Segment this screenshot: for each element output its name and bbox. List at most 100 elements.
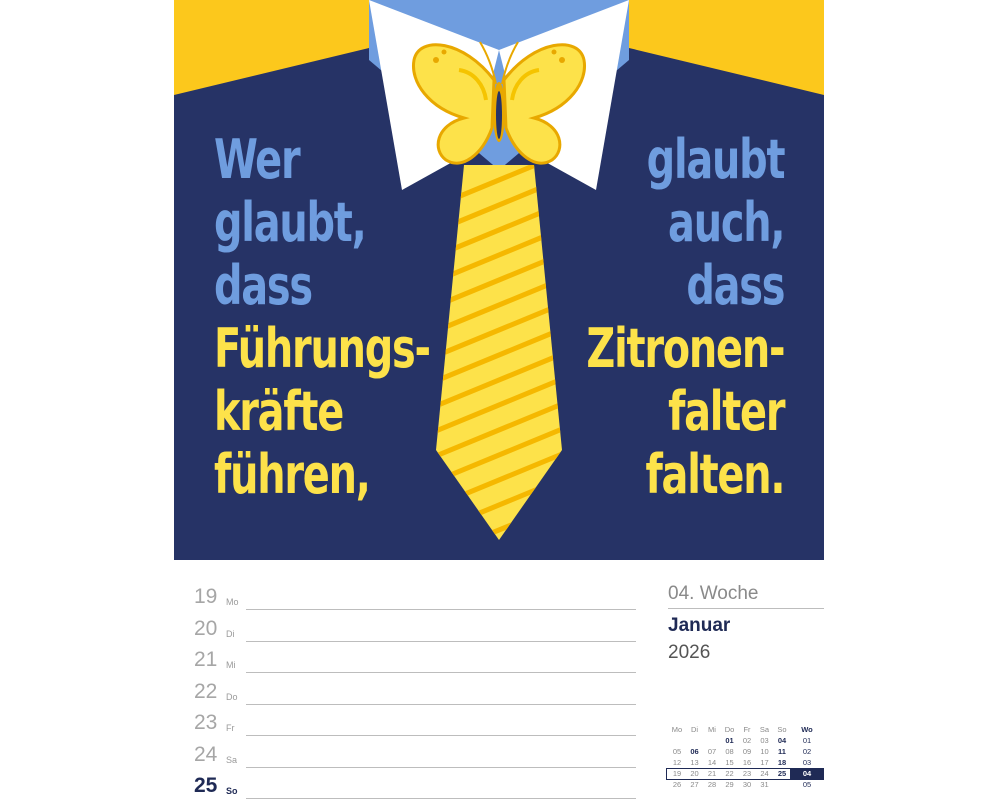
mini-calendar-day: 21 [707,769,717,778]
mini-calendar-day: 01 [725,736,734,745]
quote-left-line: Wer [214,128,301,191]
quote-right-line: Zitronen- [586,317,785,380]
quote-left-line: Führungs- [214,317,431,380]
quote-illustration: Wer glaubt, dass Führungs-kräfte führen, gla… [174,0,824,560]
day-abbreviation: Mo [226,597,239,607]
day-abbreviation: Mi [226,660,236,670]
mini-calendar-weekday: Mo [671,725,683,734]
day-number: 24 [194,742,218,766]
quote-right-line: falter [667,380,785,443]
mini-calendar-day: 07 [707,747,717,756]
quote-left-line: führen, [214,443,371,506]
mini-calendar-weekday: Wo [801,725,813,734]
mini-calendar-day: 23 [742,769,752,778]
mini-calendar-day: 29 [725,780,734,789]
mini-calendar-day: 16 [742,758,752,767]
quote-left-line: kräfte [214,380,344,443]
day-row[interactable]: 23 Fr [194,705,636,736]
mini-calendar-day: 12 [672,758,682,767]
quote-right-line: auch, [667,191,785,254]
mini-calendar-header: Mo Di Mi Do Fr Sa So Wo [668,725,824,736]
day-row[interactable]: 24 Sa [194,737,636,768]
right-shoulder [629,0,824,95]
day-abbreviation: So [226,786,238,796]
mini-calendar-weekday: Fr [743,725,751,734]
mini-calendar-day: 24 [760,769,769,778]
quote-right-column: glaubt auch, dass Zitronen-falter falten. [586,128,785,506]
day-abbreviation: Di [226,628,235,639]
mini-calendar-day: 13 [690,758,699,767]
mini-calendar-day: 22 [725,769,734,778]
day-number: 21 [194,648,218,671]
mini-calendar-day: 30 [742,780,752,789]
day-abbreviation: Do [226,691,238,702]
day-writing-line [246,766,636,768]
mini-calendar-day: 31 [760,780,769,789]
mini-calendar-day: 11 [778,747,786,756]
mini-calendar-day: 19 [672,769,682,778]
mini-calendar-weekday: Sa [759,725,770,734]
mini-calendar-day: 14 [707,758,717,767]
mini-calendar-week-row: 05 06 07 08 09 10 11 02 [668,747,824,758]
day-writing-line [246,735,636,736]
quote-left-line: glaubt, [214,191,367,254]
mini-calendar-week-number: 05 [802,780,812,789]
butterfly-icon [411,41,587,165]
mini-calendar-weekday: Di [690,725,699,734]
day-writing-line [246,672,636,673]
quote-left-line: dass [214,254,313,317]
mini-calendar: Mo Di Mi Do Fr Sa So Wo 01 02 03 04 01 05 06 07 08 09 10 11… [666,725,824,791]
mini-calendar-weekday: So [777,725,787,734]
current-week-highlight [790,768,824,780]
mini-calendar-day: 25 [777,769,787,778]
mini-calendar-day: 02 [742,736,752,745]
day-number: 25 [194,774,218,797]
mini-calendar-week-row: 19 20 21 22 23 24 25 04 [666,768,824,780]
mini-calendar-week-row: 12 13 14 15 16 17 18 03 [668,758,824,769]
mini-calendar-day: 28 [707,780,717,789]
mini-calendar-week-number: 04 [802,769,812,778]
month-label: Januar [668,615,731,636]
mini-calendar-weekday: Mi [708,725,716,734]
mini-calendar-week-row: 01 02 03 04 01 [668,736,824,747]
day-number: 23 [194,711,218,734]
quote-right-line: dass [686,254,785,317]
day-row[interactable]: 20 Di [194,611,636,642]
mini-calendar-day: 05 [672,747,682,756]
suit-illustration [174,0,824,560]
day-number: 22 [194,679,218,703]
week-number-label: 04. Woche [668,583,759,604]
day-row[interactable]: 22 Do [194,674,636,705]
mini-calendar-day: 17 [760,758,769,767]
quote-right-line: falten. [645,443,785,506]
mini-calendar-week-row: 26 27 28 29 30 31 05 [668,780,824,791]
mini-calendar-day: 18 [777,758,787,767]
day-abbreviation: Fr [226,723,235,733]
mini-calendar-day: 06 [690,747,699,756]
day-row[interactable]: 25 So [194,768,636,799]
mini-calendar-day: 08 [725,747,734,756]
quote-right-line: glaubt [646,128,785,191]
mini-calendar-day: 10 [760,747,769,756]
mini-calendar-day: 03 [760,736,769,745]
left-shoulder [174,0,369,95]
day-writing-line [246,640,636,642]
mini-calendar-day: 09 [742,747,752,756]
week-divider [668,608,824,609]
day-writing-line [246,798,636,799]
mini-calendar-week-number: 01 [802,736,812,745]
mini-calendar-week-number: 03 [802,758,812,767]
mini-calendar-day: 15 [725,758,734,767]
mini-calendar-day: 20 [690,769,699,778]
year-label: 2026 [668,642,711,663]
day-writing-line [246,609,636,610]
day-row[interactable]: 21 Mi [194,642,636,673]
day-writing-line [246,703,636,705]
quote-left-column: Wer glaubt, dass Führungs-kräfte führen, [214,128,431,506]
mini-calendar-day: 27 [690,780,699,789]
day-abbreviation: Sa [226,754,238,765]
day-row[interactable]: 19 Mo [194,579,636,610]
day-number: 19 [194,585,218,608]
mini-calendar-week-number: 02 [802,747,812,756]
mini-calendar-weekday: Do [724,725,735,734]
